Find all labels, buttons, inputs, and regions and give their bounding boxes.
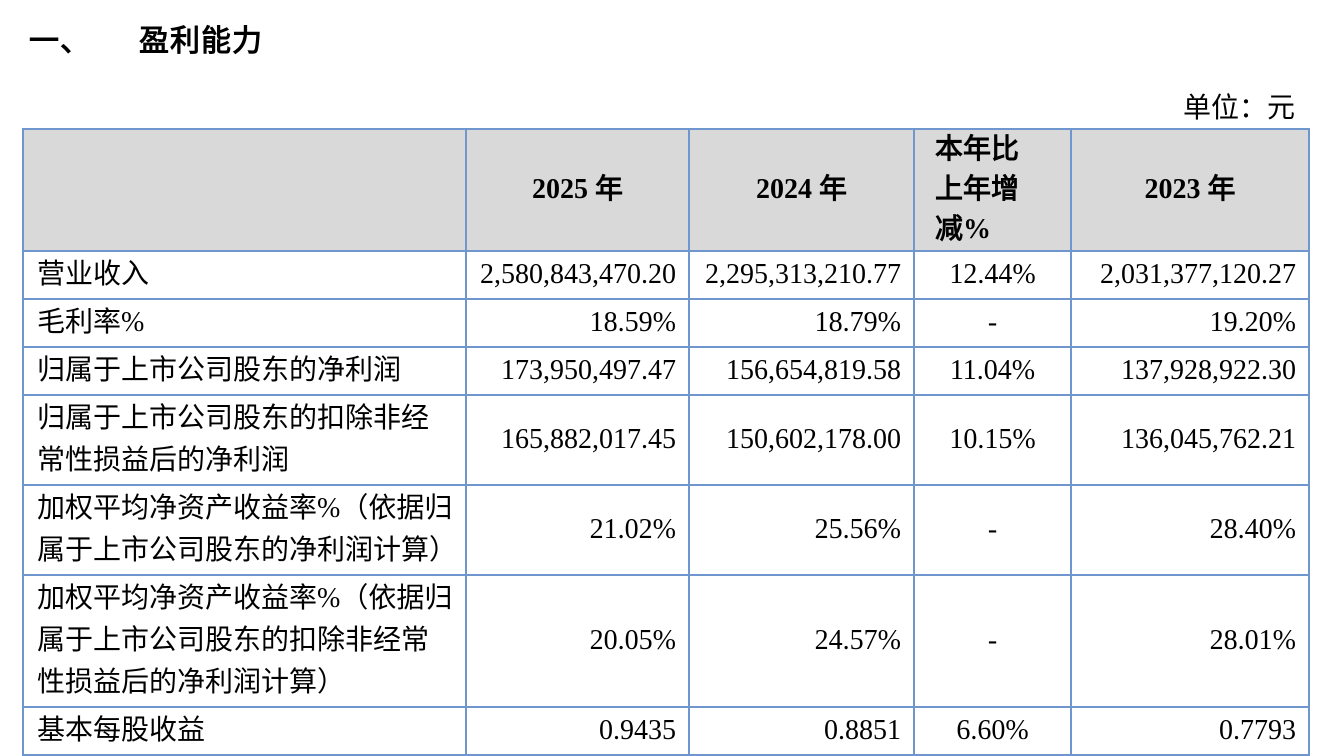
value-2024: 0.8851 xyxy=(688,706,915,756)
value-2025: 20.05% xyxy=(465,574,690,708)
table-header-row: 2025 年 2024 年 本年比上年增减% 2023 年 xyxy=(22,128,1310,252)
table-row-weighted-roe-excl-nonrecurring: 加权平均净资产收益率%（依据归属于上市公司股东的扣除非经常性损益后的净利润计算）… xyxy=(22,574,1310,708)
metric-label: 加权平均净资产收益率%（依据归属于上市公司股东的净利润计算） xyxy=(22,484,467,576)
header-2023: 2023 年 xyxy=(1070,128,1310,252)
value-2023: 2,031,377,120.27 xyxy=(1070,250,1310,300)
page-title-text: 盈利能力 xyxy=(139,25,263,58)
value-2025: 2,580,843,470.20 xyxy=(465,250,690,300)
value-2025: 18.59% xyxy=(465,298,690,348)
page-title-index: 一、 xyxy=(29,25,91,58)
table-row-net-profit-excl-nonrecurring: 归属于上市公司股东的扣除非经常性损益后的净利润 165,882,017.45 1… xyxy=(22,394,1310,486)
table-row-revenue: 营业收入 2,580,843,470.20 2,295,313,210.77 1… xyxy=(22,250,1310,300)
value-2025: 0.9435 xyxy=(465,706,690,756)
value-2023: 137,928,922.30 xyxy=(1070,346,1310,396)
value-2025: 165,882,017.45 xyxy=(465,394,690,486)
header-yoy-change: 本年比上年增减% xyxy=(913,128,1072,252)
value-yoy: - xyxy=(913,298,1072,348)
profitability-table: 2025 年 2024 年 本年比上年增减% 2023 年 营业收入 2,580… xyxy=(22,128,1310,756)
value-yoy: - xyxy=(913,484,1072,576)
value-yoy: 10.15% xyxy=(913,394,1072,486)
value-yoy: 12.44% xyxy=(913,250,1072,300)
value-2025: 173,950,497.47 xyxy=(465,346,690,396)
value-2023: 28.40% xyxy=(1070,484,1310,576)
table-row-net-profit: 归属于上市公司股东的净利润 173,950,497.47 156,654,819… xyxy=(22,346,1310,396)
value-yoy: 11.04% xyxy=(913,346,1072,396)
value-2024: 24.57% xyxy=(688,574,915,708)
value-yoy: 6.60% xyxy=(913,706,1072,756)
value-2024: 156,654,819.58 xyxy=(688,346,915,396)
value-2023: 0.7793 xyxy=(1070,706,1310,756)
metric-label: 归属于上市公司股东的扣除非经常性损益后的净利润 xyxy=(22,394,467,486)
value-2024: 2,295,313,210.77 xyxy=(688,250,915,300)
value-2024: 18.79% xyxy=(688,298,915,348)
metric-label: 毛利率% xyxy=(22,298,467,348)
metric-label: 营业收入 xyxy=(22,250,467,300)
value-2023: 136,045,762.21 xyxy=(1070,394,1310,486)
value-2023: 19.20% xyxy=(1070,298,1310,348)
header-2024: 2024 年 xyxy=(688,128,915,252)
table-row-basic-eps: 基本每股收益 0.9435 0.8851 6.60% 0.7793 xyxy=(22,706,1310,756)
value-2024: 25.56% xyxy=(688,484,915,576)
header-2025: 2025 年 xyxy=(465,128,690,252)
value-2025: 21.02% xyxy=(465,484,690,576)
metric-label: 加权平均净资产收益率%（依据归属于上市公司股东的扣除非经常性损益后的净利润计算） xyxy=(22,574,467,708)
metric-label: 基本每股收益 xyxy=(22,706,467,756)
table-row-gross-margin: 毛利率% 18.59% 18.79% - 19.20% xyxy=(22,298,1310,348)
header-metric xyxy=(22,128,467,252)
metric-label: 归属于上市公司股东的净利润 xyxy=(22,346,467,396)
value-2024: 150,602,178.00 xyxy=(688,394,915,486)
table-row-weighted-roe: 加权平均净资产收益率%（依据归属于上市公司股东的净利润计算） 21.02% 25… xyxy=(22,484,1310,576)
unit-label: 单位：元 xyxy=(1182,93,1295,124)
page-title: 一、 盈利能力 xyxy=(29,16,263,60)
value-2023: 28.01% xyxy=(1070,574,1310,708)
value-yoy: - xyxy=(913,574,1072,708)
